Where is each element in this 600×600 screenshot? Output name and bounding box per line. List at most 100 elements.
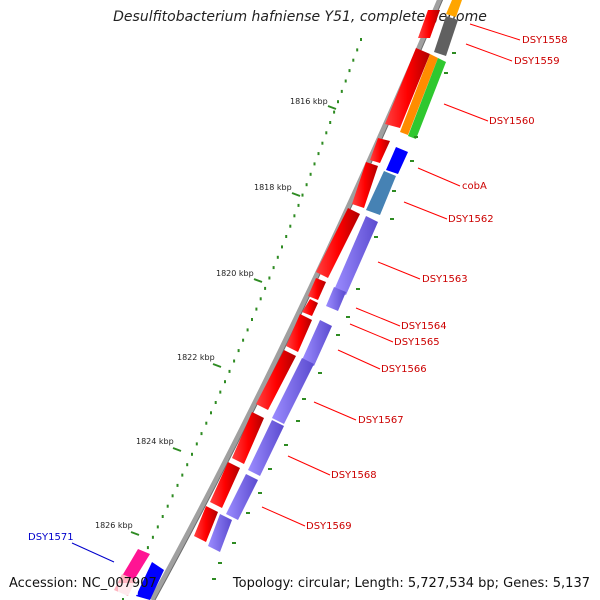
gene-arrow-dsy1568b[interactable] — [210, 462, 240, 508]
cog-strand-features — [208, 0, 462, 552]
scale-ticks — [130, 105, 337, 536]
gene-label-dsy1563[interactable]: DSY1563 — [422, 274, 468, 285]
scale-dot — [329, 121, 332, 124]
scale-dot — [301, 193, 304, 197]
scale-dot — [166, 504, 169, 508]
gene-arrow-dsy1562[interactable] — [352, 162, 378, 208]
inner-dot — [356, 288, 360, 290]
gene-label-dsy1567[interactable]: DSY1567 — [358, 415, 404, 426]
gene-arrow-dsy1567-purple[interactable] — [272, 358, 314, 424]
gene-arrow-dsy1564-purple[interactable] — [326, 287, 346, 311]
gene-arrow-dsy1559-grey[interactable] — [434, 16, 458, 56]
gene-arrow-dsy1571-blue[interactable] — [136, 562, 164, 600]
gene-label-dsy1558[interactable]: DSY1558 — [522, 35, 568, 46]
scale-dot — [333, 110, 336, 114]
scale-tick — [253, 278, 263, 283]
inner-dot — [444, 72, 448, 74]
gene-arrow-dsy1563-purple[interactable] — [334, 216, 378, 295]
scale-dot — [309, 172, 312, 176]
leader-cobA — [417, 167, 461, 187]
scale-dot — [251, 318, 253, 321]
scale-dot — [317, 152, 320, 156]
scale-dot — [276, 255, 279, 259]
scale-dot — [325, 131, 328, 135]
inner-dot — [374, 236, 378, 238]
scale-dot — [268, 276, 271, 280]
gene-label-dsy1559[interactable]: DSY1559 — [514, 56, 560, 67]
gene-arrow-dsy1566-purple[interactable] — [302, 320, 332, 366]
scale-dot — [305, 183, 308, 187]
inner-dot — [296, 420, 300, 422]
gene-arrow-dsy1560[interactable] — [385, 48, 430, 128]
gene-label-dsy1569[interactable]: DSY1569 — [306, 521, 352, 532]
scale-dot — [337, 100, 339, 104]
gene-label-dsy1571[interactable]: DSY1571 — [28, 532, 74, 543]
scale-dot — [255, 307, 258, 311]
scale-dot — [293, 214, 296, 218]
scale-tick — [130, 531, 140, 536]
gene-arrow-dsy1562-steel[interactable] — [366, 171, 396, 215]
gene-label-dsy1560[interactable]: DSY1560 — [489, 116, 535, 127]
label-leaders — [71, 23, 521, 563]
gene-arrow-dsy1568[interactable] — [232, 412, 264, 464]
scale-dot — [352, 58, 355, 62]
inner-dot — [390, 218, 394, 220]
gene-label-dsy1565[interactable]: DSY1565 — [394, 337, 440, 348]
inner-dot — [336, 334, 340, 336]
gene-label-dsy1566[interactable]: DSY1566 — [381, 364, 427, 375]
gene-arrow-dsy1560-green[interactable] — [408, 58, 446, 139]
gene-arrow-dsy1569-purple-b[interactable] — [208, 514, 232, 552]
scale-dot — [233, 359, 236, 363]
leader-dsy1562 — [403, 201, 448, 220]
leader-dsy1566 — [337, 349, 381, 370]
scale-dot — [191, 452, 193, 456]
gene-arrow-cobA[interactable] — [370, 138, 390, 163]
gene-arrow-dsy1565[interactable] — [302, 299, 318, 316]
map-title: Desulfitobacterium hafniense Y51, comple… — [113, 9, 487, 25]
scale-dot — [156, 525, 159, 529]
gene-arrow-dsy1569-purple[interactable] — [226, 474, 258, 520]
scale-dot — [246, 328, 249, 332]
scale-tick — [172, 447, 182, 452]
scale-dot — [285, 235, 288, 238]
gene-arrow-dsy1563[interactable] — [316, 208, 360, 278]
gene-arrow-cobA-blue[interactable] — [386, 147, 408, 174]
gene-label-cobA[interactable]: cobA — [462, 181, 487, 192]
scale-dot — [224, 380, 226, 384]
gene-arrow-dsy1569[interactable] — [194, 506, 218, 542]
scale-dot — [122, 598, 124, 600]
scale-dot — [210, 411, 212, 415]
gene-arrow-dsy1566[interactable] — [286, 314, 312, 352]
scale-dot — [214, 401, 217, 404]
gene-arrow-dsy1568-purple[interactable] — [248, 420, 284, 476]
inner-dot — [302, 398, 306, 400]
gene-arrow-dsy1558-orange[interactable] — [446, 0, 462, 17]
gene-arrow-dsy1558[interactable] — [418, 10, 440, 38]
scale-dot — [181, 473, 184, 477]
scale-dot — [259, 297, 262, 301]
scale-dot — [264, 286, 267, 290]
tick-label-1826: 1826 kbp — [95, 521, 133, 530]
leader-dsy1564 — [355, 307, 401, 327]
inner-dot — [452, 52, 456, 54]
gene-arrow-dsy1567[interactable] — [256, 350, 296, 410]
scale-dot — [360, 38, 362, 41]
scale-dot — [205, 421, 208, 425]
gene-arrow-dsy1560-orange[interactable] — [400, 54, 438, 135]
scale-dot — [200, 432, 203, 436]
scale-dot — [176, 483, 179, 487]
gene-label-dsy1568[interactable]: DSY1568 — [331, 470, 377, 481]
scale-dot — [219, 390, 222, 394]
gene-arrow-dsy1564[interactable] — [308, 278, 326, 300]
gene-label-dsy1562[interactable]: DSY1562 — [448, 214, 494, 225]
inner-dot — [218, 562, 222, 564]
leader-dsy1567 — [313, 401, 357, 421]
scale-dot — [348, 69, 351, 73]
leader-dsy1560 — [443, 103, 489, 122]
inner-dot — [346, 316, 350, 318]
gene-label-dsy1564[interactable]: DSY1564 — [401, 321, 447, 332]
scale-dot — [344, 79, 347, 83]
gene-arrow-dsy1571-pink[interactable] — [122, 549, 150, 580]
